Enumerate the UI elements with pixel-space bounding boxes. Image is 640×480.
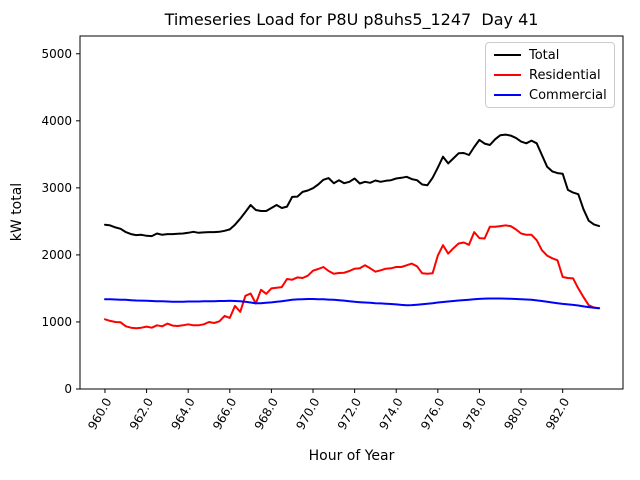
legend-entry-total: Total	[486, 45, 614, 65]
legend: Total Residential Commercial	[485, 42, 615, 108]
series-line-commercial	[104, 297, 601, 310]
x-tick-label: 964.0	[168, 396, 197, 433]
chart-title: Timeseries Load for P8U p8uhs5_1247 Day …	[164, 10, 539, 29]
y-tick-label: 2000	[41, 248, 72, 262]
legend-line-sample-total	[494, 54, 521, 56]
axes-frame	[79, 35, 624, 390]
legend-label: Residential	[529, 67, 601, 83]
x-tick-label: 976.0	[418, 396, 447, 433]
y-tick-label: 3000	[41, 181, 72, 195]
x-tick-label: 962.0	[127, 396, 156, 433]
x-tick-label: 966.0	[210, 396, 239, 433]
x-tick-label: 972.0	[335, 396, 364, 433]
legend-label: Commercial	[529, 87, 607, 103]
series-line-total	[104, 133, 601, 238]
y-tick-label: 1000	[41, 315, 72, 329]
y-axis-label: kW total	[9, 182, 25, 242]
x-tick-label: 960.0	[85, 396, 114, 433]
legend-entry-commercial: Commercial	[486, 85, 614, 105]
x-tick-label: 968.0	[252, 396, 281, 433]
x-tick-label: 978.0	[460, 395, 489, 432]
x-tick-label: 980.0	[501, 396, 530, 433]
x-axis-label: Hour of Year	[308, 448, 395, 464]
legend-line-sample-commercial	[494, 94, 521, 96]
y-tick-label: 5000	[41, 47, 72, 61]
legend-line-sample-residential	[494, 74, 521, 76]
legend-label: Total	[529, 47, 560, 63]
y-tick-label: 0	[64, 382, 72, 396]
x-tick-label: 982.0	[543, 396, 572, 433]
legend-entry-residential: Residential	[486, 65, 614, 85]
x-tick-label: 974.0	[377, 396, 406, 433]
x-tick-label: 970.0	[293, 396, 322, 433]
y-tick-label: 4000	[41, 114, 72, 128]
series-line-residential	[104, 224, 601, 330]
